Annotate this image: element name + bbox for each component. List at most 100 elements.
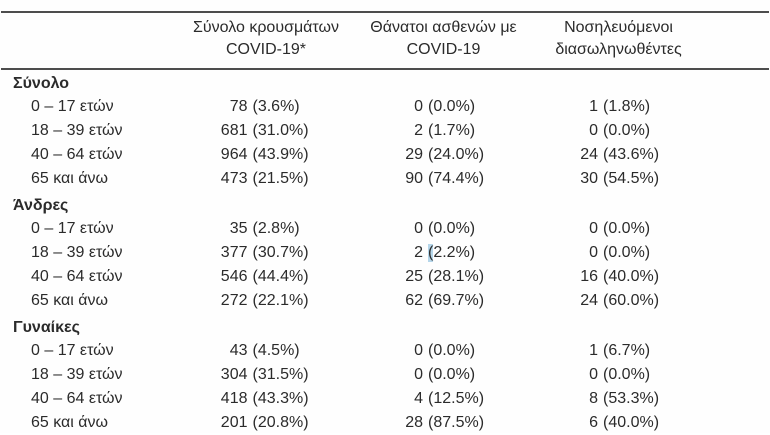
value-with-percent: 35 (2.8%): [218, 220, 315, 238]
count-value: 681: [220, 122, 248, 139]
table-body: Σύνολο 0 – 17 ετών 78 (3.6%) 0 (0.0%) 1 (1.8%) 1…: [1, 69, 769, 435]
value-with-percent: 0 (0.0%): [397, 342, 490, 360]
count-value: 2: [414, 122, 423, 139]
cases-cell: 473 (21.5%): [176, 167, 356, 191]
table-row: 40 – 64 ετών 418 (43.3%) 4 (12.5%) 8 (53.3%): [1, 387, 769, 411]
percent-value: (43.9%): [252, 146, 309, 163]
cases-cell: 43 (4.5%): [176, 339, 356, 363]
table-row: 40 – 64 ετών 546 (44.4%) 25 (28.1%) 16 (40.0%): [1, 265, 769, 289]
count-value: 272: [220, 292, 248, 309]
value-with-percent: 0 (0.0%): [572, 244, 665, 262]
table-row: 0 – 17 ετών 35 (2.8%) 0 (0.0%) 0 (0.0%): [1, 217, 769, 241]
value-with-percent: 0 (0.0%): [572, 366, 665, 384]
percent-value: (6.7%): [603, 342, 651, 359]
value-with-percent: 473 (21.5%): [218, 170, 315, 188]
value-with-percent: 24 (43.6%): [572, 146, 665, 164]
age-group-label: 65 και άνω: [31, 414, 109, 431]
header-line: Θάνατοι ασθενών με: [370, 19, 517, 36]
age-group-label: 18 – 39 ετών: [31, 244, 123, 261]
cases-cell: 418 (43.3%): [176, 387, 356, 411]
value-with-percent: 24 (60.0%): [572, 292, 665, 310]
percent-value: (22.1%): [252, 292, 309, 309]
value-with-percent: 377 (30.7%): [218, 244, 315, 262]
value-with-percent: 90 (74.4%): [397, 170, 490, 188]
age-group-label: 40 – 64 ετών: [31, 146, 123, 163]
group-label: Άνδρες: [13, 197, 69, 214]
header-line: COVID-19*: [225, 41, 307, 58]
cases-cell: 272 (22.1%): [176, 289, 356, 313]
table-row: 65 και άνω 473 (21.5%) 90 (74.4%) 30 (54.5%): [1, 167, 769, 191]
percent-value: (0.0%): [428, 366, 476, 383]
percent-value: (2.2%): [428, 244, 476, 262]
deaths-cell: 0 (0.0%): [356, 363, 531, 387]
percent-value: (0.0%): [603, 366, 651, 383]
intubated-cell: 30 (54.5%): [531, 167, 706, 191]
percent-value: (0.0%): [603, 220, 651, 237]
deaths-cell: 2 (2.2%): [356, 241, 531, 265]
percent-value: (1.7%): [428, 122, 476, 139]
header-line: διασωληνωθέντες: [555, 41, 682, 58]
cases-cell: 35 (2.8%): [176, 217, 356, 241]
spacer-cell: [706, 363, 769, 387]
percent-value: (4.5%): [252, 342, 300, 359]
table-row: 65 και άνω 201 (20.8%) 28 (87.5%) 6 (40.0%): [1, 411, 769, 435]
percent-value: (0.0%): [428, 342, 476, 359]
deaths-cell: 28 (87.5%): [356, 411, 531, 435]
intubated-cell: 0 (0.0%): [531, 217, 706, 241]
count-value: 30: [580, 170, 598, 187]
intubated-cell: 1 (6.7%): [531, 339, 706, 363]
cases-cell: 377 (30.7%): [176, 241, 356, 265]
count-value: 546: [220, 268, 248, 285]
percent-value: (53.3%): [603, 390, 660, 407]
value-with-percent: 29 (24.0%): [397, 146, 490, 164]
count-value: 304: [220, 366, 248, 383]
spacer-cell: [706, 143, 769, 167]
deaths-cell: 0 (0.0%): [356, 95, 531, 119]
count-value: 25: [405, 268, 423, 285]
count-value: 377: [220, 244, 248, 261]
count-value: 2: [414, 244, 423, 261]
spacer-cell: [706, 339, 769, 363]
cases-cell: 78 (3.6%): [176, 95, 356, 119]
count-value: 0: [414, 98, 423, 115]
value-with-percent: 6 (40.0%): [572, 414, 665, 432]
spacer-cell: [706, 119, 769, 143]
value-with-percent: 30 (54.5%): [572, 170, 665, 188]
percent-value: (1.8%): [603, 98, 651, 115]
cases-cell: 201 (20.8%): [176, 411, 356, 435]
value-with-percent: 0 (0.0%): [397, 366, 490, 384]
header-cell-empty: [1, 12, 176, 70]
value-with-percent: 272 (22.1%): [218, 292, 315, 310]
value-with-percent: 304 (31.5%): [218, 366, 315, 384]
value-with-percent: 0 (0.0%): [397, 220, 490, 238]
value-with-percent: 62 (69.7%): [397, 292, 490, 310]
cases-cell: 304 (31.5%): [176, 363, 356, 387]
intubated-cell: 0 (0.0%): [531, 119, 706, 143]
value-with-percent: 2 (1.7%): [397, 122, 490, 140]
value-with-percent: 0 (0.0%): [572, 122, 665, 140]
count-value: 8: [589, 390, 598, 407]
value-with-percent: 16 (40.0%): [572, 268, 665, 286]
percent-value: (0.0%): [428, 220, 476, 237]
value-with-percent: 418 (43.3%): [218, 390, 315, 408]
table-row: 40 – 64 ετών 964 (43.9%) 29 (24.0%) 24 (43.6%): [1, 143, 769, 167]
deaths-cell: 25 (28.1%): [356, 265, 531, 289]
deaths-cell: 2 (1.7%): [356, 119, 531, 143]
count-value: 201: [220, 414, 248, 431]
group-label: Γυναίκες: [13, 319, 80, 336]
table-row: 18 – 39 ετών 304 (31.5%) 0 (0.0%) 0 (0.0%): [1, 363, 769, 387]
header-row: Σύνολο κρουσμάτων COVID-19* Θάνατοι ασθε…: [1, 12, 769, 70]
intubated-cell: 1 (1.8%): [531, 95, 706, 119]
percent-value: (40.0%): [603, 268, 660, 285]
percent-value: (12.5%): [428, 390, 485, 407]
count-value: 6: [589, 414, 598, 431]
table-row: 0 – 17 ετών 78 (3.6%) 0 (0.0%) 1 (1.8%): [1, 95, 769, 119]
age-group-label: 0 – 17 ετών: [31, 98, 114, 115]
value-with-percent: 964 (43.9%): [218, 146, 315, 164]
age-group-label: 65 και άνω: [31, 170, 109, 187]
count-value: 35: [229, 220, 248, 237]
cases-cell: 964 (43.9%): [176, 143, 356, 167]
spacer-cell: [706, 217, 769, 241]
value-with-percent: 28 (87.5%): [397, 414, 490, 432]
